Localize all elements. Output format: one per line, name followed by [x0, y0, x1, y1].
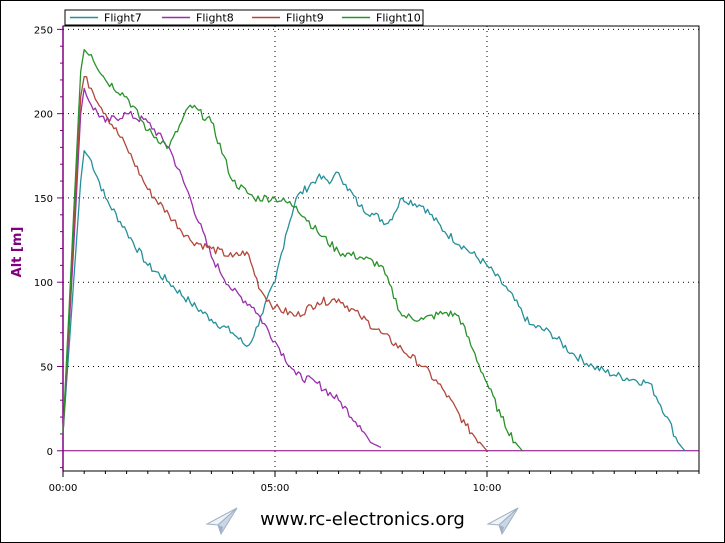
paper-plane-icon: [205, 507, 238, 536]
legend-label: Flight8: [196, 12, 234, 25]
y-tick-label: 250: [34, 25, 53, 36]
series-line-flight9: [62, 75, 488, 452]
y-tick-label: 0: [47, 447, 53, 458]
y-tick-label: 50: [40, 362, 53, 373]
series-line-flight10: [62, 48, 523, 452]
footer: www.rc-electronics.org: [0, 500, 725, 543]
plot-background: [62, 25, 700, 472]
series-lines: [62, 48, 686, 452]
legend: Flight7 Flight8 Flight9 Flight10: [64, 9, 424, 26]
x-tick-label: 00:00: [49, 483, 78, 494]
legend-label: Flight10: [376, 12, 421, 25]
legend-label: Flight9: [286, 12, 324, 25]
y-axis-label: Alt [m]: [10, 227, 25, 278]
x-tick-label: 10:00: [473, 483, 502, 494]
legend-box: [64, 9, 424, 26]
paper-plane-icon: [486, 507, 519, 536]
series-line-flight7: [62, 150, 686, 452]
x-tick-label: 05:00: [261, 483, 290, 494]
y-tick-label: 100: [34, 278, 53, 289]
axes: 0 50 100 150 200 250 00:00 05:00 10:00: [34, 25, 700, 494]
y-tick-label: 200: [34, 110, 53, 121]
series-line-flight8: [62, 87, 382, 448]
legend-label: Flight7: [104, 12, 142, 25]
site-url-text: www.rc-electronics.org: [260, 509, 465, 530]
y-tick-label: 150: [34, 194, 53, 205]
